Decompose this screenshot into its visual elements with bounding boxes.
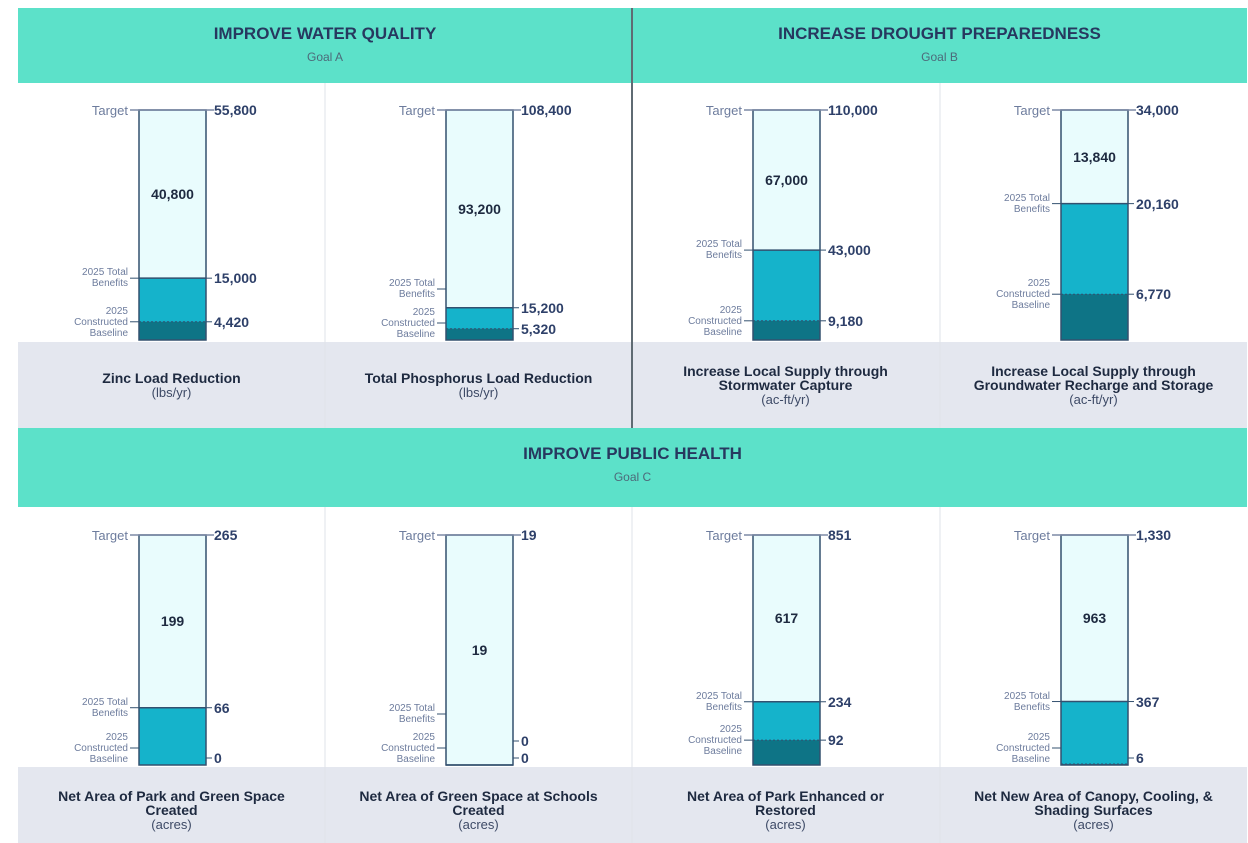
value-label: 0 xyxy=(521,750,529,766)
target-label: Target xyxy=(1013,528,1050,543)
value-label: 234 xyxy=(828,693,852,710)
bar-segment xyxy=(753,740,820,765)
value-label: 34,000 xyxy=(1136,102,1179,118)
value-label: 0 xyxy=(521,733,529,749)
bar-segment xyxy=(753,320,820,340)
value-label: 5,320 xyxy=(521,320,557,337)
value-label: 367 xyxy=(1136,693,1160,710)
metric-unit: (lbs/yr) xyxy=(151,384,192,400)
target-label: Target xyxy=(398,528,435,543)
level-label: 2025 Constructed Baseline xyxy=(688,724,742,758)
level-label: 2025 Total Benefits xyxy=(389,703,435,725)
metric-unit: (acres) xyxy=(1073,816,1114,832)
level-label: 2025 Total Benefits xyxy=(696,690,742,713)
metric-caption: Zinc Load Reduction (lbs/yr) xyxy=(18,342,325,428)
metric-caption: Net Area of Green Space at Schools Creat… xyxy=(325,767,632,843)
metric-title: Zinc Load Reduction xyxy=(102,369,241,386)
metric-title: Net New Area of Canopy, Cooling, & Shadi… xyxy=(974,787,1213,818)
value-label: 20,160 xyxy=(1136,195,1179,212)
metric-unit: (acres) xyxy=(151,816,192,832)
value-label: 55,800 xyxy=(214,102,257,118)
metric-caption: Net Area of Park Enhanced or Restored (ac… xyxy=(632,767,939,843)
metric-caption: Net Area of Park and Green Space Created… xyxy=(18,767,325,843)
remaining-label: 963 xyxy=(1082,610,1107,627)
bar-segment xyxy=(139,707,206,765)
target-label: Target xyxy=(398,103,435,118)
remaining-label: 617 xyxy=(774,610,799,627)
goal-title: IMPROVE WATER QUALITY xyxy=(213,24,437,43)
value-label: 43,000 xyxy=(828,242,871,259)
value-label: 6 xyxy=(1136,750,1144,766)
value-label: 19 xyxy=(521,527,537,543)
metric-caption: Increase Local Supply through Stormwater… xyxy=(632,342,939,428)
level-label: 2025 Total Benefits xyxy=(1004,690,1050,713)
level-label: 2025 Constructed Baseline xyxy=(688,304,742,338)
bar-segment xyxy=(446,535,513,765)
level-label: 2025 Constructed Baseline xyxy=(381,732,435,765)
remaining-label: 13,840 xyxy=(1073,148,1116,165)
target-label: Target xyxy=(1013,103,1050,118)
level-label: 2025 Constructed Baseline xyxy=(996,732,1050,765)
metric-title: Increase Local Supply through Groundwate… xyxy=(973,362,1214,393)
target-label: Target xyxy=(91,528,128,543)
value-label: 15,200 xyxy=(521,299,564,316)
level-label: 2025 Total Benefits xyxy=(696,239,742,262)
header-band xyxy=(18,428,1247,507)
value-label: 6,770 xyxy=(1136,286,1172,303)
remaining-label: 40,800 xyxy=(151,186,194,203)
value-label: 15,000 xyxy=(214,270,257,287)
level-label: 2025 Total Benefits xyxy=(82,267,128,290)
level-label: 2025 Constructed Baseline xyxy=(381,307,435,340)
level-label: 2025 Total Benefits xyxy=(82,696,128,719)
value-label: 92 xyxy=(828,732,844,749)
metric-unit: (ac-ft/yr) xyxy=(761,391,810,407)
value-label: 1,330 xyxy=(1136,527,1172,543)
remaining-label: 19 xyxy=(471,642,488,658)
goal-title: INCREASE DROUGHT PREPAREDNESS xyxy=(778,24,1101,43)
target-label: Target xyxy=(705,103,742,118)
metric-unit: (ac-ft/yr) xyxy=(1069,391,1118,407)
metric-title: Increase Local Supply through Stormwater… xyxy=(683,362,888,393)
remaining-label: 67,000 xyxy=(765,172,808,189)
remaining-label: 199 xyxy=(160,613,185,630)
level-label: 2025 Constructed Baseline xyxy=(74,732,128,765)
metric-unit: (lbs/yr) xyxy=(458,384,499,400)
metric-title: Net Area of Park and Green Space Created xyxy=(58,787,285,818)
value-label: 851 xyxy=(828,527,852,543)
metric-caption: Increase Local Supply through Groundwate… xyxy=(940,342,1247,428)
value-label: 265 xyxy=(214,527,238,543)
bar-segment xyxy=(446,110,513,340)
value-label: 66 xyxy=(214,699,230,716)
value-label: 0 xyxy=(214,750,222,766)
value-label: 9,180 xyxy=(828,312,864,329)
metric-unit: (acres) xyxy=(458,816,499,832)
metric-title: Net Area of Park Enhanced or Restored xyxy=(686,787,885,818)
remaining-label: 93,200 xyxy=(458,200,501,217)
goal-subtitle: Goal C xyxy=(613,470,652,484)
level-label: 2025 Total Benefits xyxy=(1004,192,1050,215)
goal-subtitle: Goal B xyxy=(921,50,958,64)
metric-unit: (acres) xyxy=(765,816,806,832)
level-label: 2025 Constructed Baseline xyxy=(74,305,128,339)
level-label: 2025 Constructed Baseline xyxy=(996,278,1050,312)
bar-segment xyxy=(1061,294,1128,340)
level-label: 2025 Total Benefits xyxy=(389,278,435,300)
value-label: 4,420 xyxy=(214,313,250,330)
bar-segment xyxy=(446,328,513,340)
value-label: 110,000 xyxy=(828,102,878,118)
metric-caption: Net New Area of Canopy, Cooling, & Shadi… xyxy=(940,767,1247,843)
target-label: Target xyxy=(91,103,128,118)
metric-title: Total Phosphorus Load Reduction xyxy=(364,369,593,386)
goal-title: IMPROVE PUBLIC HEALTH xyxy=(523,444,742,463)
value-label: 108,400 xyxy=(521,102,572,118)
bar-segment xyxy=(1061,701,1128,765)
target-label: Target xyxy=(705,528,742,543)
bar-segment xyxy=(139,321,206,340)
metric-caption: Total Phosphorus Load Reduction (lbs/yr) xyxy=(325,342,632,428)
metric-title: Net Area of Green Space at Schools Creat… xyxy=(359,787,598,818)
goal-subtitle: Goal A xyxy=(306,50,344,64)
